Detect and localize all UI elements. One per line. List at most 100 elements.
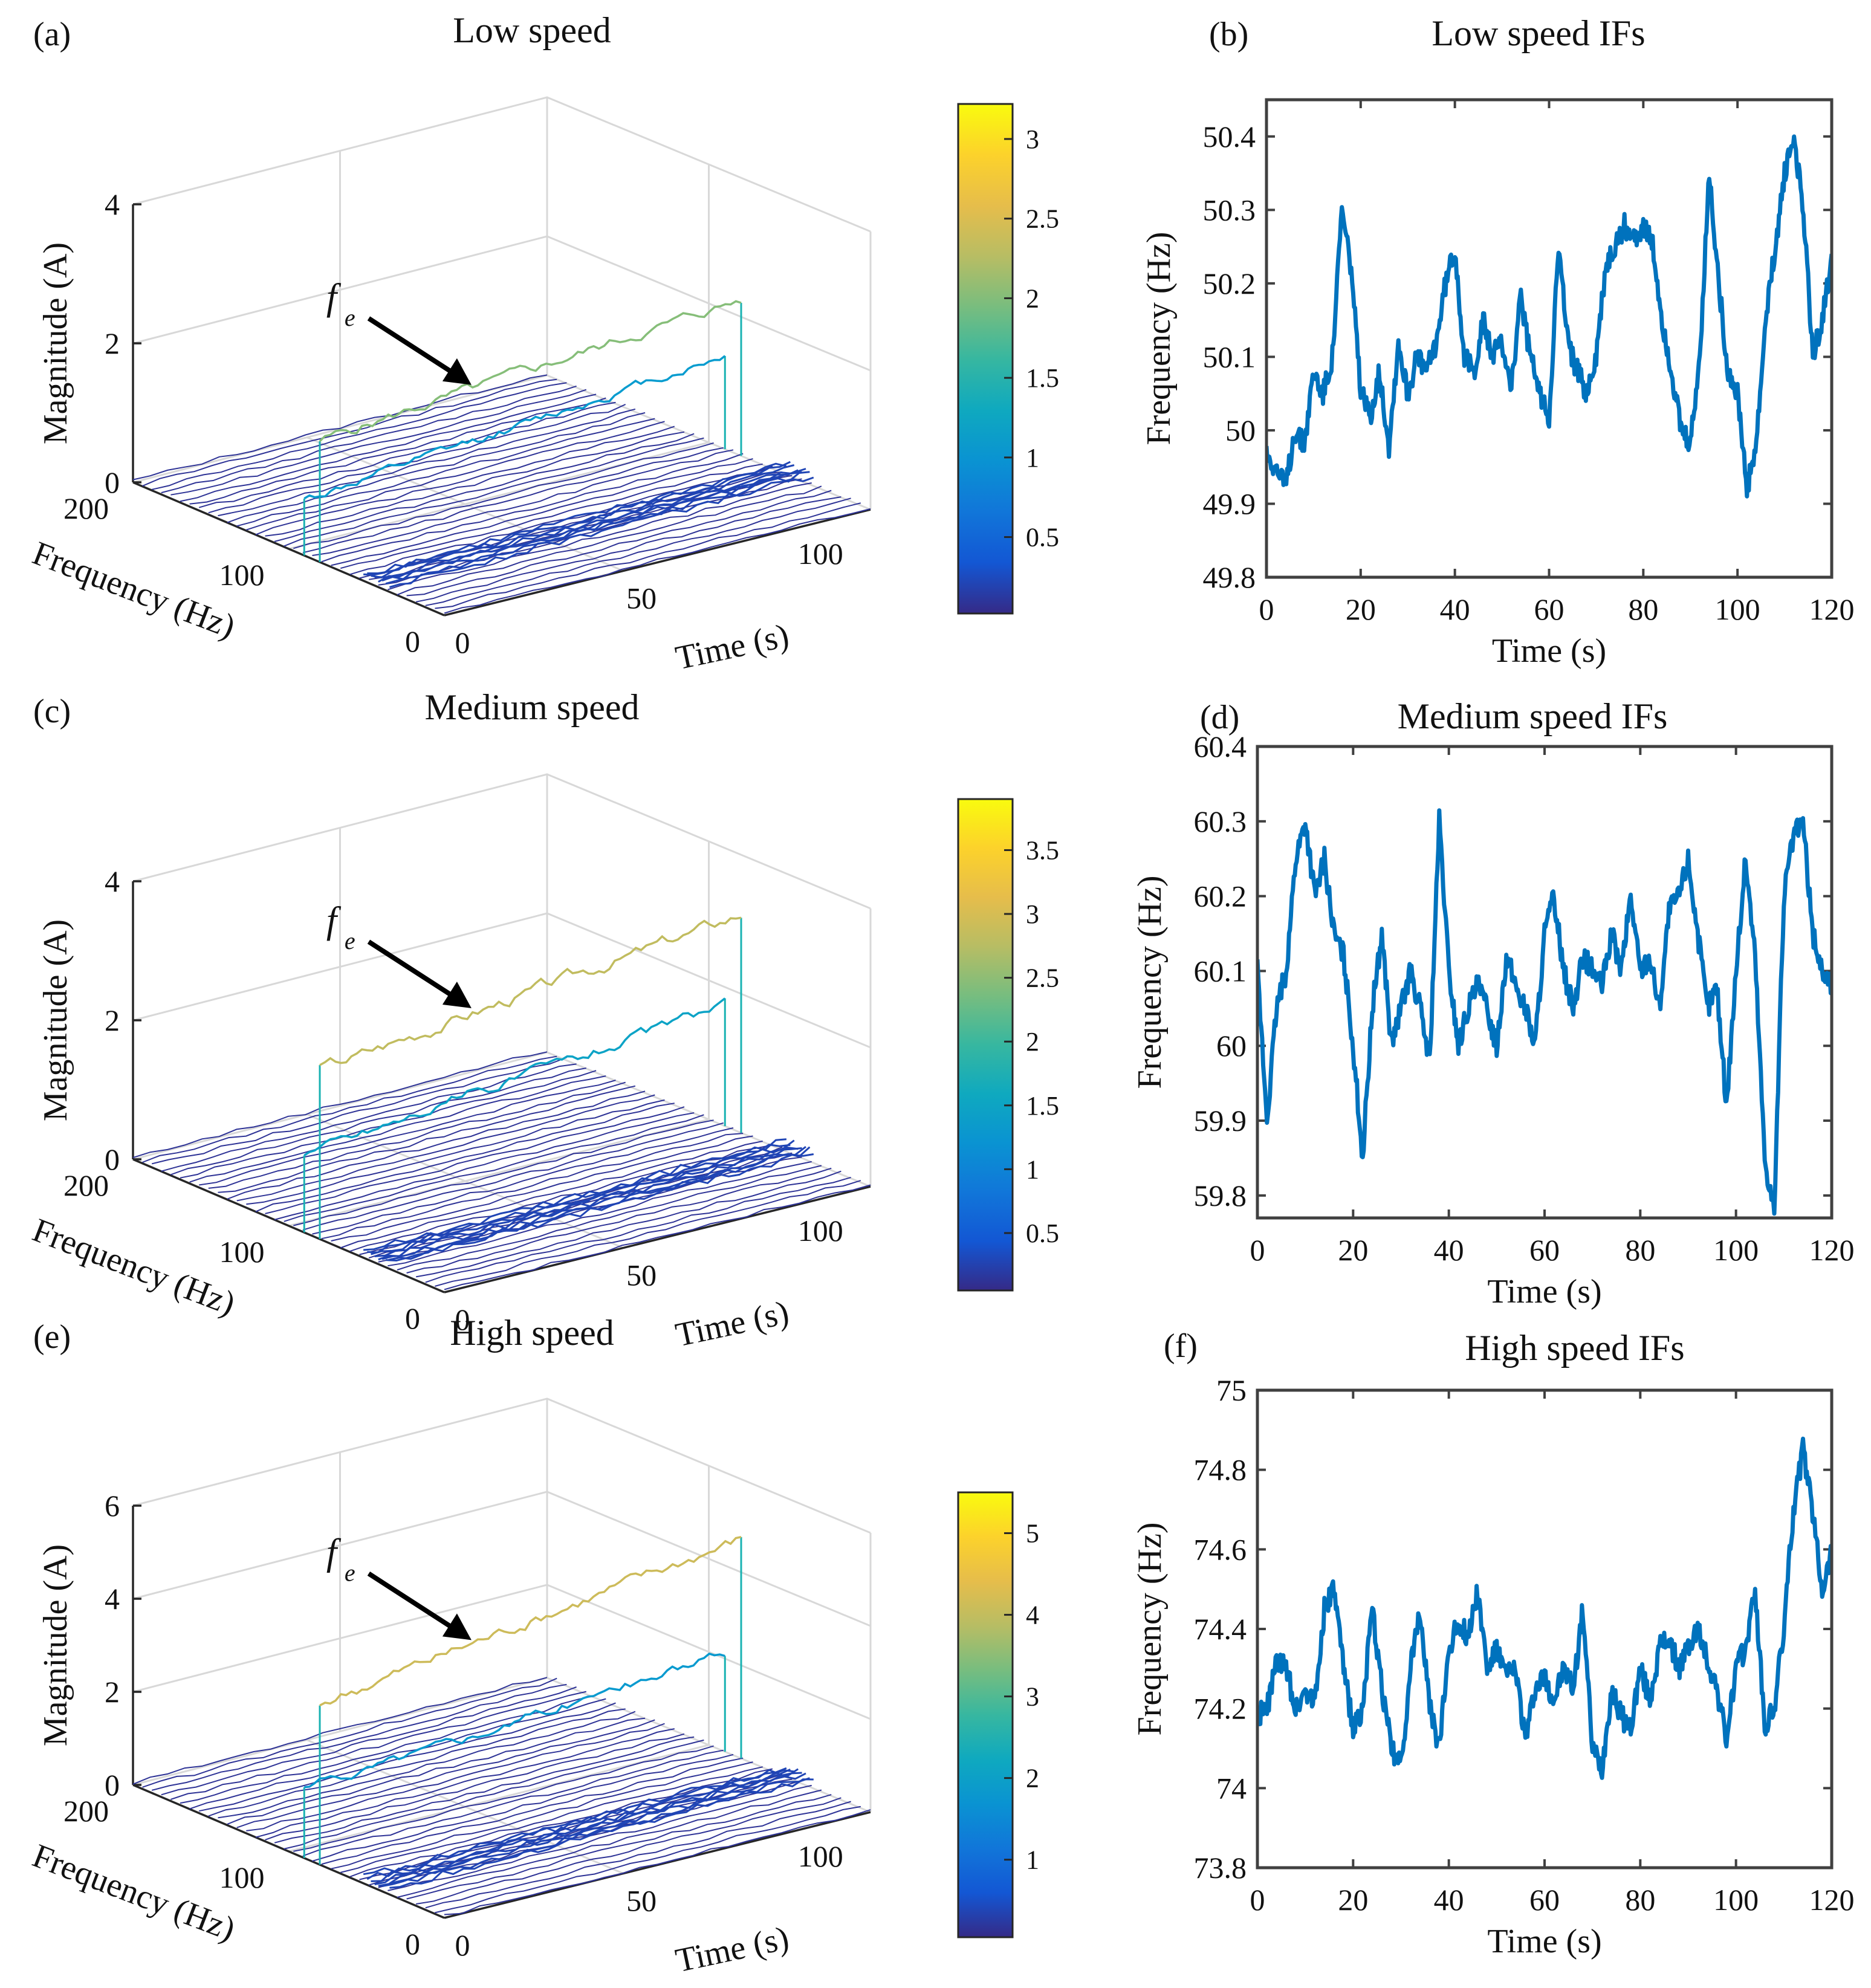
spectrum-slice bbox=[151, 1057, 567, 1165]
colorbar-tick-label: 4 bbox=[1026, 1601, 1039, 1630]
x-tick-label: 120 bbox=[1809, 1233, 1855, 1267]
y-tick-label: 59.8 bbox=[1194, 1179, 1247, 1213]
y-tick-label: 60.2 bbox=[1194, 879, 1247, 913]
panel-a: (a) Low speed 0 2 4 200 100 0 0 50 100 Magnitude (A… bbox=[28, 10, 1059, 677]
spectrum-slice bbox=[189, 1698, 606, 1810]
spectrum-slice bbox=[180, 393, 597, 502]
spectrum-slice bbox=[435, 502, 861, 609]
spectrum-slice bbox=[425, 1801, 851, 1909]
spectrum-slice bbox=[416, 1797, 841, 1905]
x-tick-label: 20 bbox=[1346, 592, 1376, 626]
x-tick-label: 80 bbox=[1628, 592, 1658, 626]
colorbar-tick-label: 1 bbox=[1026, 1154, 1039, 1184]
spectrum-slice bbox=[349, 1768, 773, 1877]
x-tick-label: 80 bbox=[1625, 1883, 1655, 1917]
spectrum-slice bbox=[321, 1757, 744, 1865]
x-tick-label: 100 bbox=[1713, 1883, 1759, 1917]
time-tick-label: 0 bbox=[455, 1928, 470, 1962]
spectrum-slice bbox=[265, 1106, 685, 1214]
spectrum-slice bbox=[208, 1708, 626, 1817]
spectrum-slice bbox=[321, 1133, 744, 1240]
x-axis-label: Time (s) bbox=[1487, 1923, 1601, 1960]
colorbar-tick-label: 2 bbox=[1026, 1764, 1039, 1793]
spectrum-slice bbox=[387, 482, 812, 591]
spectrum-slice bbox=[199, 1080, 616, 1186]
y-tick-label: 74.6 bbox=[1194, 1532, 1247, 1566]
spectrum-slice bbox=[366, 1769, 791, 1880]
y-tick-label: 74.2 bbox=[1194, 1692, 1247, 1726]
time-tick-label: 100 bbox=[798, 537, 843, 571]
fe-arrow-head bbox=[442, 1613, 472, 1640]
time-axis-label: Time (s) bbox=[672, 1919, 792, 1980]
frequency-tick-label: 200 bbox=[63, 491, 109, 525]
spectrum-slice bbox=[151, 1683, 567, 1791]
x-tick-label: 120 bbox=[1809, 1883, 1855, 1917]
panel-label: (d) bbox=[1200, 699, 1239, 736]
spectrum-slice bbox=[189, 1075, 606, 1183]
spectrum-slice bbox=[293, 442, 714, 549]
time-axis bbox=[444, 1185, 871, 1293]
z-tick-label: 4 bbox=[105, 187, 120, 221]
time-tick-label: 50 bbox=[626, 581, 657, 615]
z-tick-label: 0 bbox=[105, 1142, 120, 1176]
frequency-tick-label: 0 bbox=[405, 1301, 420, 1335]
x-axis-label: Time (s) bbox=[1492, 632, 1606, 670]
spectrum-slice bbox=[142, 1677, 557, 1788]
frequency-tick-label: 100 bbox=[219, 1235, 265, 1269]
spectrum-slice bbox=[406, 1167, 832, 1274]
time-tick-label: 100 bbox=[798, 1839, 843, 1873]
x-tick-label: 80 bbox=[1625, 1233, 1655, 1267]
spectrum-slice bbox=[406, 1794, 832, 1900]
spectrum-slice bbox=[397, 1789, 822, 1898]
fe-arrow-head bbox=[442, 358, 472, 385]
panel-f: (f) High speed IFs 0 20 40 60 80 100 120 73.8 74 74… bbox=[1131, 1327, 1855, 1960]
spectrum-slice bbox=[387, 1784, 812, 1891]
spectrum-slice bbox=[151, 382, 567, 490]
y-tick-label: 50.3 bbox=[1203, 193, 1256, 227]
spectrum-slice bbox=[236, 1094, 655, 1202]
spectrum-slice bbox=[416, 496, 841, 603]
spectrum-slice bbox=[340, 463, 763, 569]
z-tick-label: 0 bbox=[105, 1768, 120, 1802]
y-tick-label: 74.4 bbox=[1194, 1612, 1247, 1646]
spectrum-slice bbox=[274, 433, 695, 542]
time-axis bbox=[444, 1811, 871, 1919]
y-tick-label: 59.9 bbox=[1194, 1104, 1247, 1138]
time-tick-label: 0 bbox=[455, 626, 470, 659]
spectrum-slice bbox=[340, 1766, 763, 1873]
spectrum-slice bbox=[227, 1717, 646, 1825]
spectrum-slice bbox=[218, 1711, 636, 1819]
z-axis-label: Magnitude (A) bbox=[37, 242, 74, 444]
colorbar-tick-label: 1 bbox=[1026, 1845, 1039, 1875]
y-tick-label: 50 bbox=[1225, 413, 1256, 447]
x-tick-label: 120 bbox=[1809, 592, 1855, 626]
spectrum-slice bbox=[363, 462, 787, 576]
fe-annotation-subscript: e bbox=[345, 304, 355, 331]
spectrum-slice bbox=[378, 478, 802, 586]
spectrum-slice bbox=[397, 1165, 822, 1271]
panel-label: (e) bbox=[33, 1318, 71, 1356]
spectrum-slice bbox=[170, 389, 587, 496]
plot-frame bbox=[1256, 745, 1834, 1220]
x-tick-label: 100 bbox=[1715, 592, 1760, 626]
fe-arrow-shaft bbox=[367, 316, 458, 377]
x-tick-label: 20 bbox=[1338, 1883, 1368, 1917]
frequency-tick-label: 200 bbox=[63, 1794, 109, 1828]
y-axis-label: Frequency (Hz) bbox=[1140, 232, 1178, 445]
colorbar-tick-label: 0.5 bbox=[1026, 1219, 1059, 1248]
frequency-tick-label: 100 bbox=[219, 558, 265, 592]
colorbar-tick-label: 2 bbox=[1026, 1027, 1039, 1057]
z-axis-label: Magnitude (A) bbox=[37, 919, 74, 1121]
z-tick-label: 6 bbox=[105, 1489, 120, 1523]
x-tick-label: 40 bbox=[1434, 1883, 1464, 1917]
spectrum-slice bbox=[284, 1739, 704, 1850]
frequency-tick-label: 0 bbox=[405, 1927, 420, 1961]
chart-title: Medium speed bbox=[425, 687, 640, 727]
spectrum-slice bbox=[274, 1736, 695, 1844]
fe-arrow-shaft bbox=[367, 939, 458, 1000]
z-tick-label: 2 bbox=[105, 326, 120, 360]
spectrum-slice bbox=[170, 1067, 586, 1176]
chart-title: Low speed bbox=[453, 10, 611, 50]
floor-gridline bbox=[306, 1113, 624, 1249]
